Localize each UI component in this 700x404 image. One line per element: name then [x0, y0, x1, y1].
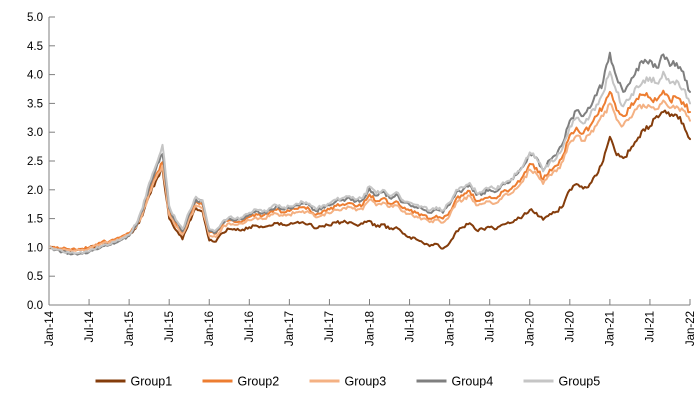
- y-tick-label: 5.0: [27, 12, 43, 24]
- y-tick-label: 0.0: [27, 300, 43, 312]
- x-tick-label: Jul-17: [324, 311, 336, 342]
- legend-item-group5: Group5: [523, 374, 601, 388]
- legend: Group1 Group2 Group3 Group4 Group5: [95, 374, 601, 388]
- x-tick-label: Jan-18: [364, 311, 376, 346]
- y-tick-label: 3.0: [27, 127, 43, 139]
- x-tick-label: Jan-20: [525, 311, 537, 346]
- series-line-group3: [48, 99, 691, 253]
- x-tick-label: Jan-14: [44, 310, 56, 346]
- legend-item-group2: Group2: [202, 374, 280, 388]
- y-tick-label: 4.5: [27, 41, 43, 53]
- y-tick-label: 4.0: [27, 70, 43, 82]
- legend-item-group4: Group4: [416, 374, 494, 388]
- legend-label: Group4: [452, 374, 494, 388]
- x-tick-label: Jan-19: [444, 311, 456, 346]
- y-tick-label: 2.5: [27, 156, 43, 168]
- x-tick-label: Jan-15: [124, 311, 136, 346]
- legend-label: Group5: [559, 374, 601, 388]
- x-tick-label: Jul-18: [404, 311, 416, 342]
- x-tick-label: Jul-20: [565, 311, 577, 342]
- x-tick-label: Jan-22: [685, 311, 697, 346]
- x-tick-label: Jan-17: [284, 311, 296, 346]
- y-tick-label: 0.5: [27, 271, 43, 283]
- series-line-group4: [48, 51, 691, 256]
- x-tick-label: Jul-16: [244, 311, 256, 342]
- legend-label: Group2: [238, 374, 280, 388]
- legend-label: Group1: [131, 374, 173, 388]
- x-tick-label: Jul-14: [84, 310, 96, 342]
- legend-item-group1: Group1: [95, 374, 173, 388]
- legend-label: Group3: [345, 374, 387, 388]
- series-line-group1: [48, 109, 691, 252]
- y-tick-label: 1.5: [27, 214, 43, 226]
- series-line-group5: [48, 70, 691, 255]
- y-tick-label: 2.0: [27, 185, 43, 197]
- x-tick-label: Jul-21: [645, 311, 657, 342]
- x-tick-label: Jul-19: [484, 311, 496, 342]
- y-tick-label: 3.5: [27, 98, 43, 110]
- x-tick-label: Jan-21: [605, 311, 617, 346]
- x-tick-label: Jan-16: [204, 311, 216, 346]
- series-line-group2: [48, 89, 691, 251]
- y-tick-label: 1.0: [27, 242, 43, 254]
- x-tick-label: Jul-15: [164, 311, 176, 342]
- legend-item-group3: Group3: [309, 374, 387, 388]
